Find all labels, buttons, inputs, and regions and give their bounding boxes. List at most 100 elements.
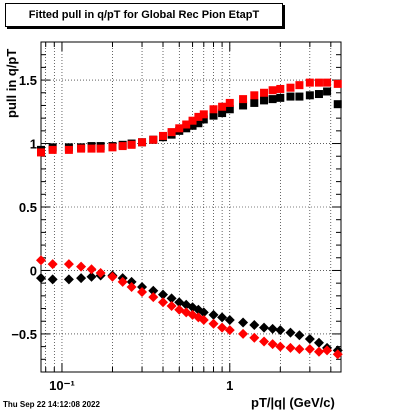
data-point-diamond — [117, 276, 128, 287]
data-point-diamond — [126, 281, 137, 292]
data-point-diamond — [137, 281, 148, 292]
x-tick-label: 10⁻¹ — [49, 378, 75, 393]
data-point-square — [333, 79, 342, 88]
data-point-diamond — [76, 273, 87, 284]
data-point-square — [286, 83, 295, 92]
data-point-square — [209, 105, 218, 114]
data-point-diamond — [322, 345, 333, 356]
data-point-square — [48, 145, 57, 154]
data-point-square — [138, 138, 147, 147]
data-point-square — [159, 131, 168, 140]
data-point-diamond — [166, 301, 177, 311]
data-point-square — [194, 119, 203, 128]
data-point-diamond — [285, 342, 296, 353]
data-point-square — [175, 124, 184, 133]
data-point-diamond — [208, 318, 219, 329]
data-point-diamond — [285, 327, 296, 338]
data-point-diamond — [267, 323, 278, 334]
data-point-square — [209, 111, 218, 120]
tick-label-layer: −0.5 0 0.5 1 1.5 10⁻¹ 1 — [11, 73, 233, 393]
data-point-diamond — [148, 292, 159, 303]
data-point-diamond — [238, 328, 249, 339]
data-point-square — [250, 98, 259, 107]
data-point-diamond — [95, 268, 106, 278]
data-point-square — [276, 93, 285, 102]
data-point-square — [250, 91, 259, 100]
data-point-square — [239, 101, 248, 110]
data-point-diamond — [304, 334, 315, 344]
data-point-square — [295, 81, 304, 90]
data-point-diamond — [47, 259, 58, 270]
marker-layer — [36, 78, 343, 360]
data-point-square — [323, 78, 332, 87]
data-point-square — [96, 144, 105, 153]
data-point-diamond — [36, 273, 46, 284]
data-point-square — [314, 90, 323, 99]
chart-title: Fitted pull in q/pT for Global Rec Pion … — [5, 3, 283, 27]
data-point-diamond — [137, 287, 148, 298]
data-point-square — [323, 87, 332, 96]
data-point-diamond — [148, 285, 159, 296]
data-point-diamond — [224, 325, 235, 336]
y-axis-label: pull in q/pT — [4, 48, 19, 118]
data-point-diamond — [224, 314, 235, 325]
data-point-square — [268, 86, 277, 95]
data-point-square — [37, 148, 45, 157]
data-point-square — [333, 100, 342, 109]
data-point-square — [199, 115, 208, 124]
data-point-square — [268, 95, 277, 104]
y-tick-label: 1.5 — [19, 73, 37, 88]
data-point-square — [188, 121, 197, 130]
data-point-diamond — [304, 344, 315, 355]
data-point-diamond — [332, 349, 343, 360]
data-point-diamond — [249, 320, 260, 331]
data-point-diamond — [217, 322, 228, 333]
data-point-square — [118, 142, 127, 151]
data-point-square — [218, 109, 227, 118]
data-point-square — [188, 116, 197, 125]
data-point-diamond — [86, 264, 97, 275]
data-point-diamond — [238, 317, 249, 328]
data-point-square — [149, 135, 158, 144]
data-point-diamond — [267, 339, 278, 350]
data-point-square — [314, 78, 323, 87]
data-point-diamond — [208, 309, 219, 320]
data-point-diamond — [166, 293, 177, 304]
data-point-diamond — [313, 337, 324, 348]
y-tick-label: 0.5 — [19, 200, 37, 215]
data-point-square — [64, 145, 73, 154]
data-point-diamond — [107, 271, 118, 282]
data-point-square — [239, 95, 248, 104]
data-point-diamond — [198, 307, 209, 318]
x-tick-label: 1 — [226, 378, 233, 393]
data-point-diamond — [217, 312, 228, 323]
data-point-diamond — [126, 276, 137, 287]
data-point-square — [260, 96, 269, 105]
y-tick-label: −0.5 — [11, 327, 37, 342]
data-point-diamond — [47, 274, 58, 285]
data-point-diamond — [63, 274, 74, 285]
data-point-square — [276, 84, 285, 93]
x-axis-label: pT/|q| (GeV/c) — [251, 395, 335, 410]
data-point-diamond — [275, 325, 286, 336]
data-point-diamond — [76, 261, 87, 272]
y-tick-label: 0 — [30, 263, 37, 278]
data-point-square — [87, 144, 96, 153]
data-point-diamond — [36, 255, 46, 266]
data-point-diamond — [249, 332, 260, 343]
data-point-square — [295, 92, 304, 101]
data-point-diamond — [63, 259, 74, 270]
data-point-square — [194, 112, 203, 121]
timestamp: Thu Sep 22 14:12:08 2022 — [3, 400, 100, 409]
data-point-diamond — [86, 271, 97, 282]
data-point-diamond — [259, 336, 270, 347]
data-point-diamond — [259, 322, 270, 333]
data-point-square — [108, 143, 117, 152]
data-point-square — [182, 120, 191, 129]
data-point-diamond — [275, 341, 286, 352]
data-point-square — [225, 98, 234, 107]
y-tick-label: 1 — [30, 137, 37, 152]
data-point-diamond — [158, 289, 169, 300]
data-point-square — [225, 105, 234, 114]
